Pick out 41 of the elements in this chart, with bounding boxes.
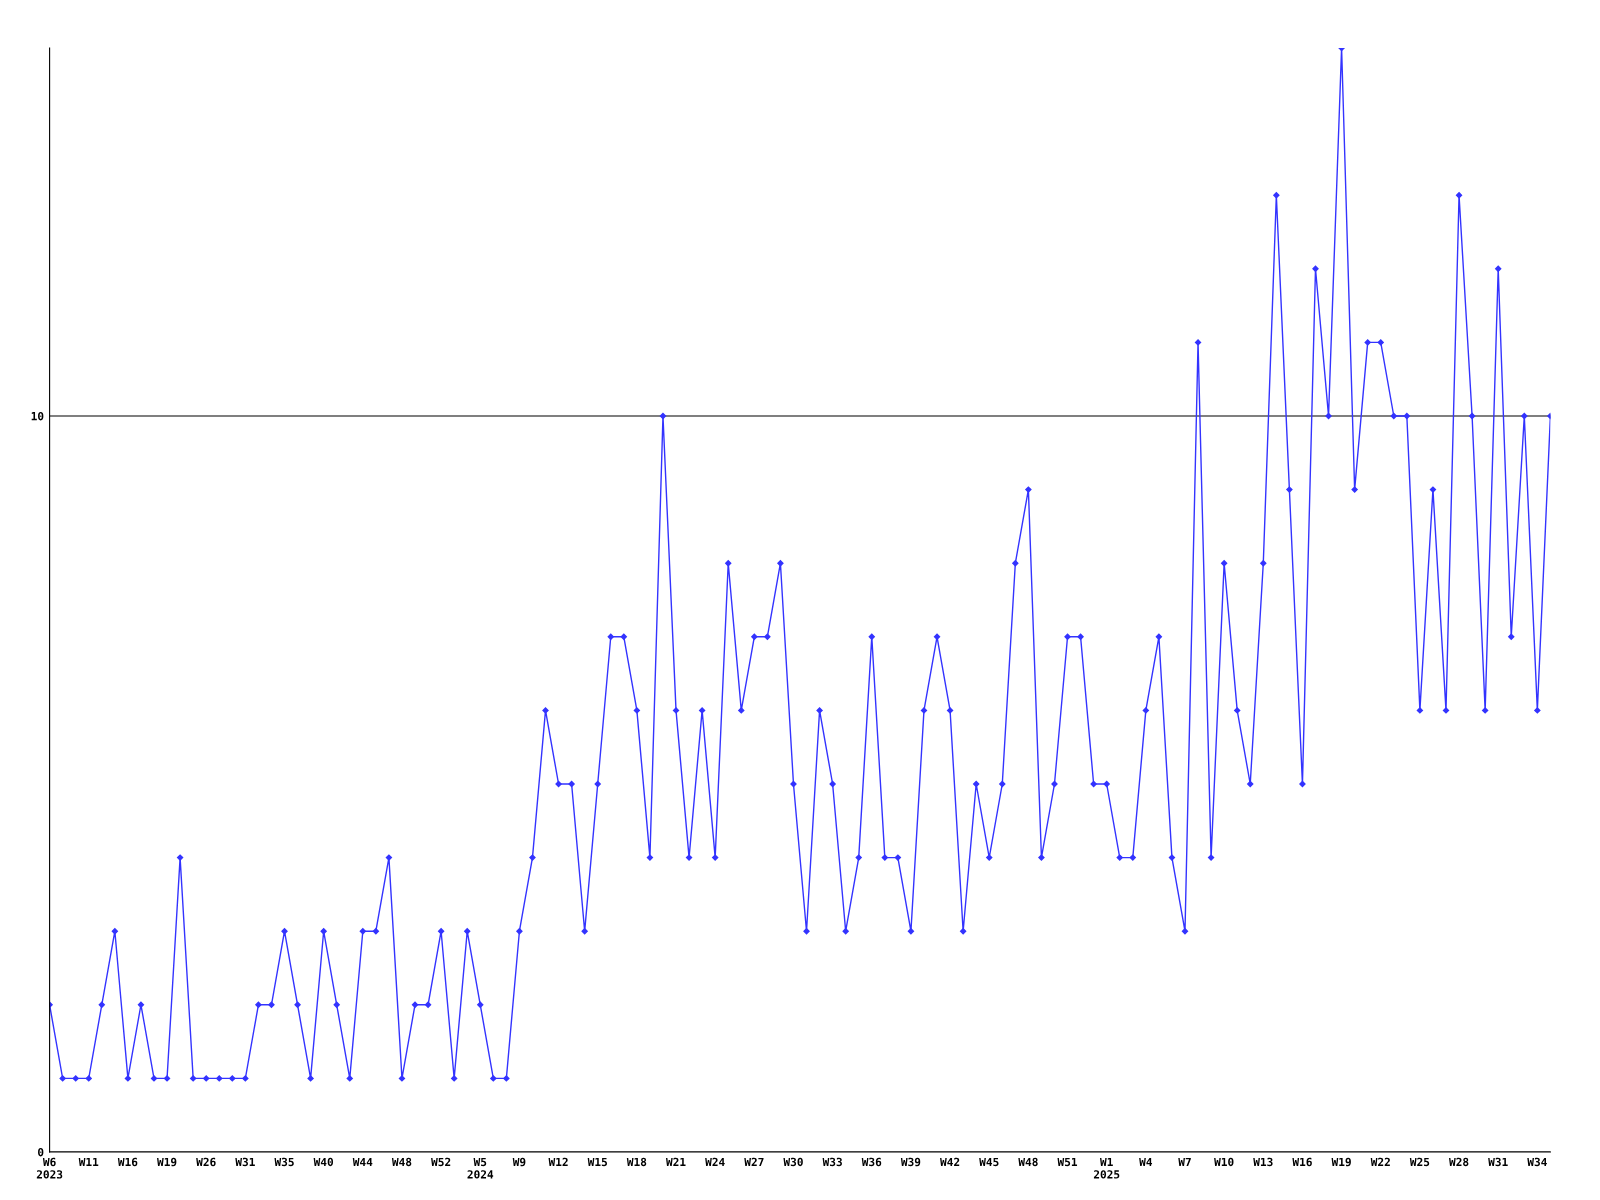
x-tick-label: W34	[1527, 1157, 1547, 1167]
x-tick-label: W16	[117, 1157, 138, 1167]
x-tick-label: W28	[1449, 1157, 1469, 1167]
x-tick-label: W24	[705, 1157, 725, 1166]
x-tick-label: W4	[1139, 1157, 1153, 1166]
x-tick-label: W13	[1253, 1157, 1273, 1167]
x-tick-label: W6 2023	[36, 1157, 63, 1179]
y-tick-label: 10	[31, 411, 44, 421]
x-tick-label: W27	[744, 1157, 764, 1166]
x-tick-label: W19	[1331, 1157, 1351, 1167]
x-tick-label: W26	[196, 1157, 216, 1167]
x-tick-label: W25	[1409, 1157, 1430, 1167]
x-tick-label: W15	[587, 1157, 607, 1167]
x-tick-label: W31	[235, 1157, 255, 1167]
x-tick-label: W42	[940, 1157, 960, 1166]
x-tick-label: W10	[1214, 1157, 1234, 1167]
x-tick-label: W11	[78, 1157, 99, 1166]
x-tick-label: W36	[861, 1157, 882, 1167]
x-tick-label: W5 2024	[467, 1157, 494, 1179]
x-tick-label: W44	[352, 1157, 373, 1166]
x-tick-label: W33	[822, 1157, 842, 1167]
x-tick-label: W52	[431, 1157, 451, 1167]
x-tick-label: W12	[548, 1157, 568, 1166]
x-tick-label: W39	[900, 1157, 921, 1167]
x-tick-label: W35	[274, 1157, 294, 1167]
x-tick-label: W45	[979, 1157, 999, 1167]
x-tick-label: W51	[1057, 1157, 1078, 1167]
x-tick-label: W48	[1018, 1157, 1038, 1167]
x-tick-label: W1 2025	[1093, 1157, 1120, 1179]
x-tick-label: W16	[1292, 1157, 1312, 1167]
x-tick-label: W30	[783, 1157, 803, 1167]
x-tick-label: W19	[157, 1157, 177, 1167]
y-tick-label: 0	[38, 1147, 44, 1157]
x-tick-label: W21	[665, 1157, 686, 1166]
x-tick-label: W48	[391, 1157, 412, 1167]
x-tick-label: W9	[512, 1157, 526, 1167]
x-tick-label: W22	[1370, 1157, 1390, 1166]
x-tick-label: W7	[1178, 1157, 1191, 1166]
x-tick-label: W40	[313, 1157, 334, 1167]
x-tick-label: W18	[626, 1157, 647, 1167]
x-tick-label: W31	[1488, 1157, 1508, 1167]
